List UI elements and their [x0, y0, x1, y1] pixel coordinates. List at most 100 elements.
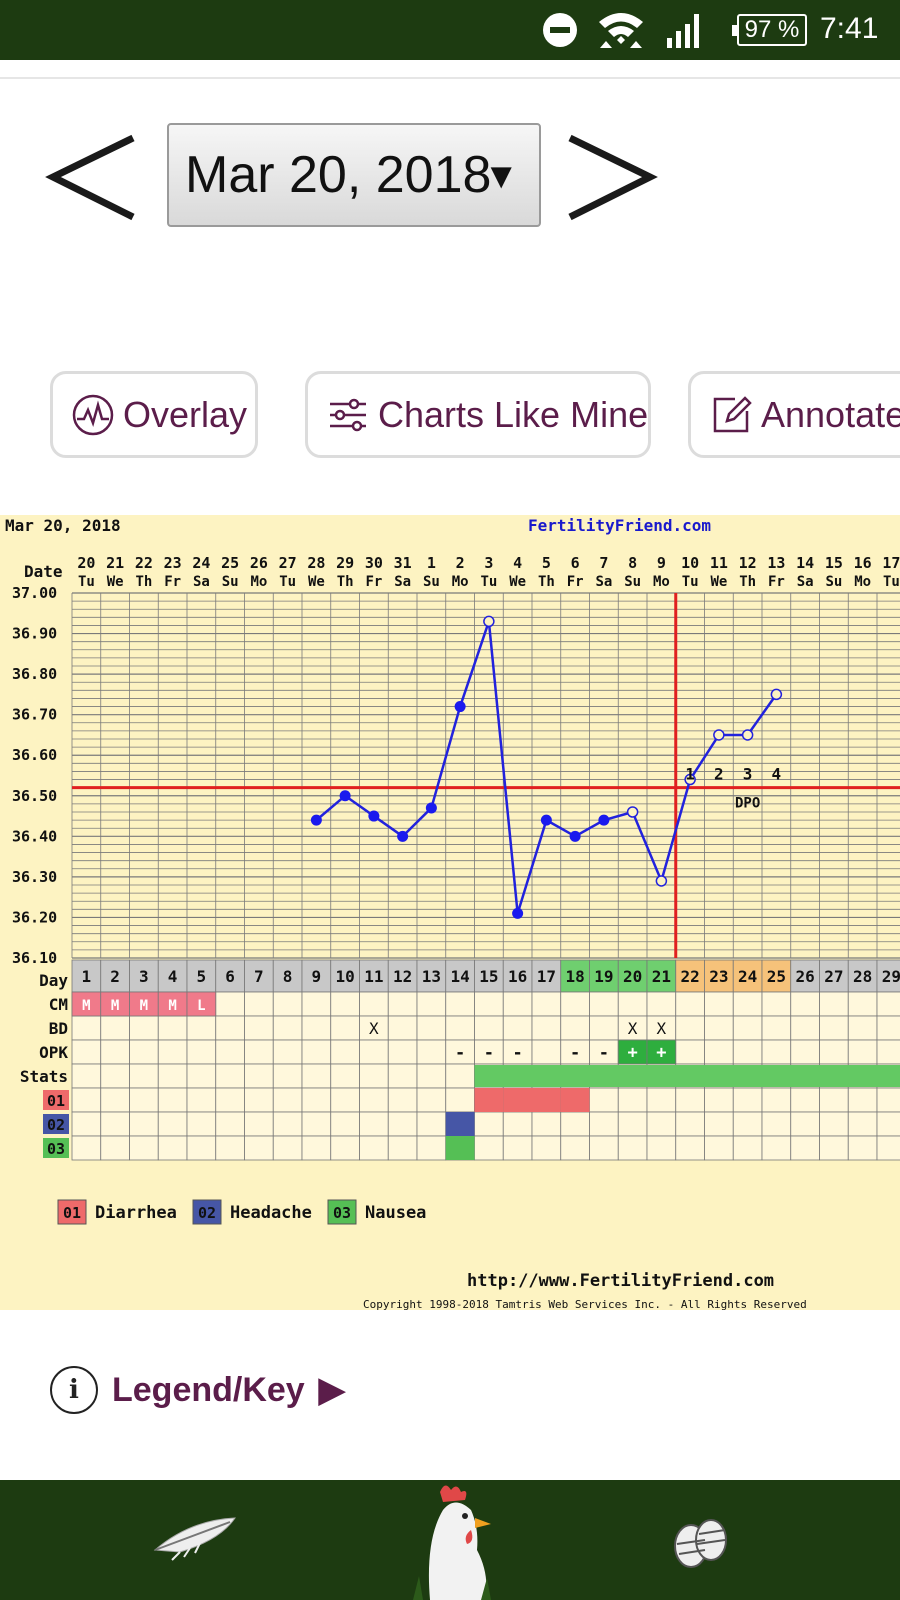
row-cell: [761, 1039, 792, 1065]
row-cell: [359, 991, 389, 1017]
chart-markers: [72, 593, 900, 958]
row-cell: [474, 1111, 504, 1137]
selected-date: Mar 20, 2018: [185, 146, 492, 204]
row-cell: [847, 959, 878, 993]
date-label: 6: [571, 554, 580, 572]
row-cell: [244, 1015, 274, 1041]
row-cell: [387, 1039, 418, 1065]
row-cell: [215, 1111, 245, 1137]
legend-swatch: [327, 1199, 357, 1225]
row-label: BD: [49, 1019, 68, 1038]
chart-dpo-labels: 1 2 3 4 DPO: [685, 765, 781, 812]
weekday-label: Th: [337, 574, 354, 590]
weekday-label: Tu: [78, 574, 95, 590]
date-label: 17: [882, 554, 900, 572]
date-label: 13: [767, 554, 785, 572]
chart-copyright: Copyright 1998-2018 Tamtris Web Services…: [363, 1298, 807, 1310]
row-cell: [244, 1039, 274, 1065]
symptom-code-swatch: [43, 1138, 69, 1158]
charts-like-mine-button[interactable]: Charts Like Mine: [305, 371, 651, 458]
signal-icon: [667, 14, 699, 48]
dpo-label: 4: [772, 765, 782, 784]
legend-name: Diarrhea: [95, 1203, 177, 1223]
bottom-nav: [0, 1480, 900, 1600]
date-label: 22: [135, 554, 153, 572]
row-cell: [589, 991, 619, 1017]
temperature-line: [315, 620, 778, 914]
temperature-point: [741, 729, 754, 741]
previous-arrow-icon[interactable]: [45, 130, 140, 225]
date-label: 30: [365, 554, 383, 572]
row-cell: [416, 1063, 447, 1089]
weekday-label: Tu: [883, 574, 900, 590]
row-cell: [589, 1015, 619, 1041]
legend-name: Headache: [230, 1203, 312, 1223]
cycle-day-label: 22: [680, 967, 699, 986]
cycle-day-label: 12: [393, 967, 412, 986]
next-arrow-icon[interactable]: [563, 130, 658, 225]
cycle-day-label: 25: [767, 967, 786, 986]
cycle-day-label: 24: [738, 967, 757, 986]
weekday-label: Th: [739, 574, 756, 590]
row-cell: [330, 959, 360, 993]
row-cell: [330, 1039, 360, 1065]
row-cell: [474, 1015, 504, 1041]
date-select[interactable]: Mar 20, 2018 ▼: [167, 123, 541, 227]
y-tick-label: 36.80: [12, 665, 57, 683]
row-cell: [531, 991, 562, 1017]
row-cell: [761, 1135, 792, 1161]
rooster-icon[interactable]: [395, 1480, 505, 1600]
row-cell: [186, 1135, 217, 1161]
weekday-label: Sa: [797, 574, 814, 590]
temperature-point: [368, 810, 380, 822]
cycle-day-label: 19: [594, 967, 613, 986]
row-cell: [272, 1015, 303, 1041]
row-cell: [675, 1087, 705, 1113]
row-cell: [531, 1135, 562, 1161]
row-cell: [847, 991, 878, 1017]
row-cell: [560, 1015, 590, 1041]
overlay-button[interactable]: Overlay: [50, 371, 258, 458]
do-not-disturb-icon: [543, 13, 577, 47]
row-cell: [646, 1039, 677, 1065]
chevron-down-icon: ▼: [483, 155, 519, 196]
row-cell: [272, 959, 303, 993]
row-cell: [301, 1135, 332, 1161]
clock: 7:41: [820, 12, 879, 45]
feather-icon[interactable]: [150, 1510, 240, 1570]
row-cell: [531, 1015, 562, 1041]
row-cell: [819, 1015, 849, 1041]
date-label: 28: [307, 554, 325, 572]
legend-code: 01: [63, 1204, 81, 1222]
legend-key-link[interactable]: i Legend/Key ▶: [50, 1365, 345, 1415]
weekday-label: We: [710, 574, 727, 590]
overlay-icon: [72, 394, 114, 435]
row-cell: [244, 1135, 274, 1161]
row-cell: [301, 1087, 332, 1113]
row-cell: [100, 1087, 130, 1113]
cycle-day-label: 18: [565, 967, 584, 986]
row-cell: [560, 1111, 590, 1137]
cycle-day-label: 8: [283, 967, 293, 986]
date-label: 9: [657, 554, 666, 572]
row-cell: [445, 1087, 475, 1113]
annotate-label: Annotate: [761, 393, 900, 435]
row-cell: [186, 1063, 217, 1089]
row-cell: [704, 1087, 734, 1113]
row-cell: [330, 1015, 360, 1041]
eggs-icon[interactable]: [665, 1508, 735, 1578]
cm-value: M: [82, 998, 90, 1014]
row-cell: [416, 991, 447, 1017]
cm-value: M: [168, 998, 176, 1014]
row-label: Day: [39, 971, 68, 990]
row-cell: [847, 1111, 878, 1137]
temperature-point: [454, 701, 466, 713]
annotate-button[interactable]: Annotate: [688, 371, 900, 458]
cycle-day-label: 16: [508, 967, 527, 986]
fertility-chart[interactable]: Mar 20, 2018 FertilityFriend.com Date 20 T…: [0, 515, 900, 1310]
weekday-label: Fr: [567, 574, 584, 590]
row-cell: [244, 991, 274, 1017]
y-tick-label: 36.40: [12, 827, 57, 845]
date-label: 2: [456, 554, 465, 572]
row-cell: [416, 959, 447, 993]
